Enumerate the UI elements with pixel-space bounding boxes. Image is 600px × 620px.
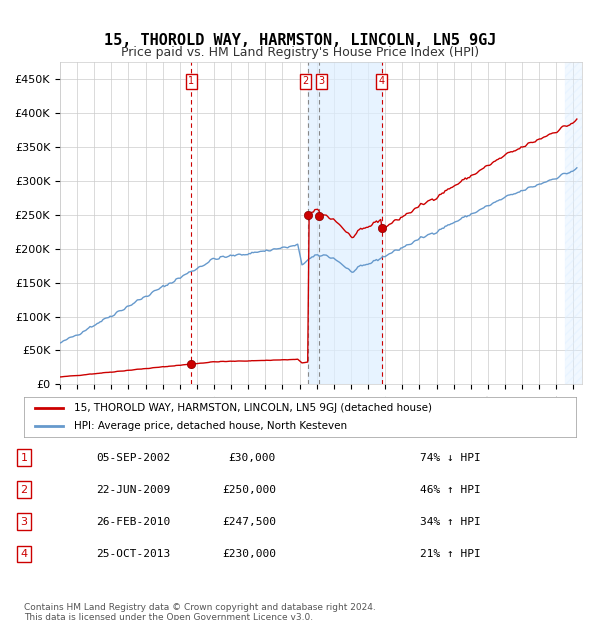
Text: 2: 2 (302, 76, 308, 86)
Text: 05-SEP-2002: 05-SEP-2002 (96, 453, 170, 463)
Text: £250,000: £250,000 (222, 485, 276, 495)
Text: 4: 4 (379, 76, 385, 86)
Text: 1: 1 (20, 453, 28, 463)
Text: 74% ↓ HPI: 74% ↓ HPI (420, 453, 481, 463)
Text: 34% ↑ HPI: 34% ↑ HPI (420, 517, 481, 527)
Text: £230,000: £230,000 (222, 549, 276, 559)
Text: 3: 3 (20, 517, 28, 527)
Text: 2: 2 (20, 485, 28, 495)
Text: 4: 4 (20, 549, 28, 559)
Text: Price paid vs. HM Land Registry's House Price Index (HPI): Price paid vs. HM Land Registry's House … (121, 46, 479, 59)
Text: HPI: Average price, detached house, North Kesteven: HPI: Average price, detached house, Nort… (74, 421, 347, 431)
Text: 1: 1 (188, 76, 194, 86)
Text: 25-OCT-2013: 25-OCT-2013 (96, 549, 170, 559)
Text: 15, THOROLD WAY, HARMSTON, LINCOLN, LN5 9GJ: 15, THOROLD WAY, HARMSTON, LINCOLN, LN5 … (104, 33, 496, 48)
Text: £30,000: £30,000 (229, 453, 276, 463)
Text: 46% ↑ HPI: 46% ↑ HPI (420, 485, 481, 495)
Text: £247,500: £247,500 (222, 517, 276, 527)
Text: 21% ↑ HPI: 21% ↑ HPI (420, 549, 481, 559)
Text: Contains HM Land Registry data © Crown copyright and database right 2024.
This d: Contains HM Land Registry data © Crown c… (24, 603, 376, 620)
Text: 26-FEB-2010: 26-FEB-2010 (96, 517, 170, 527)
Bar (308, 62, 382, 384)
Text: 3: 3 (319, 76, 325, 86)
Text: 15, THOROLD WAY, HARMSTON, LINCOLN, LN5 9GJ (detached house): 15, THOROLD WAY, HARMSTON, LINCOLN, LN5 … (74, 403, 431, 413)
Text: 22-JUN-2009: 22-JUN-2009 (96, 485, 170, 495)
Bar (565, 62, 582, 384)
